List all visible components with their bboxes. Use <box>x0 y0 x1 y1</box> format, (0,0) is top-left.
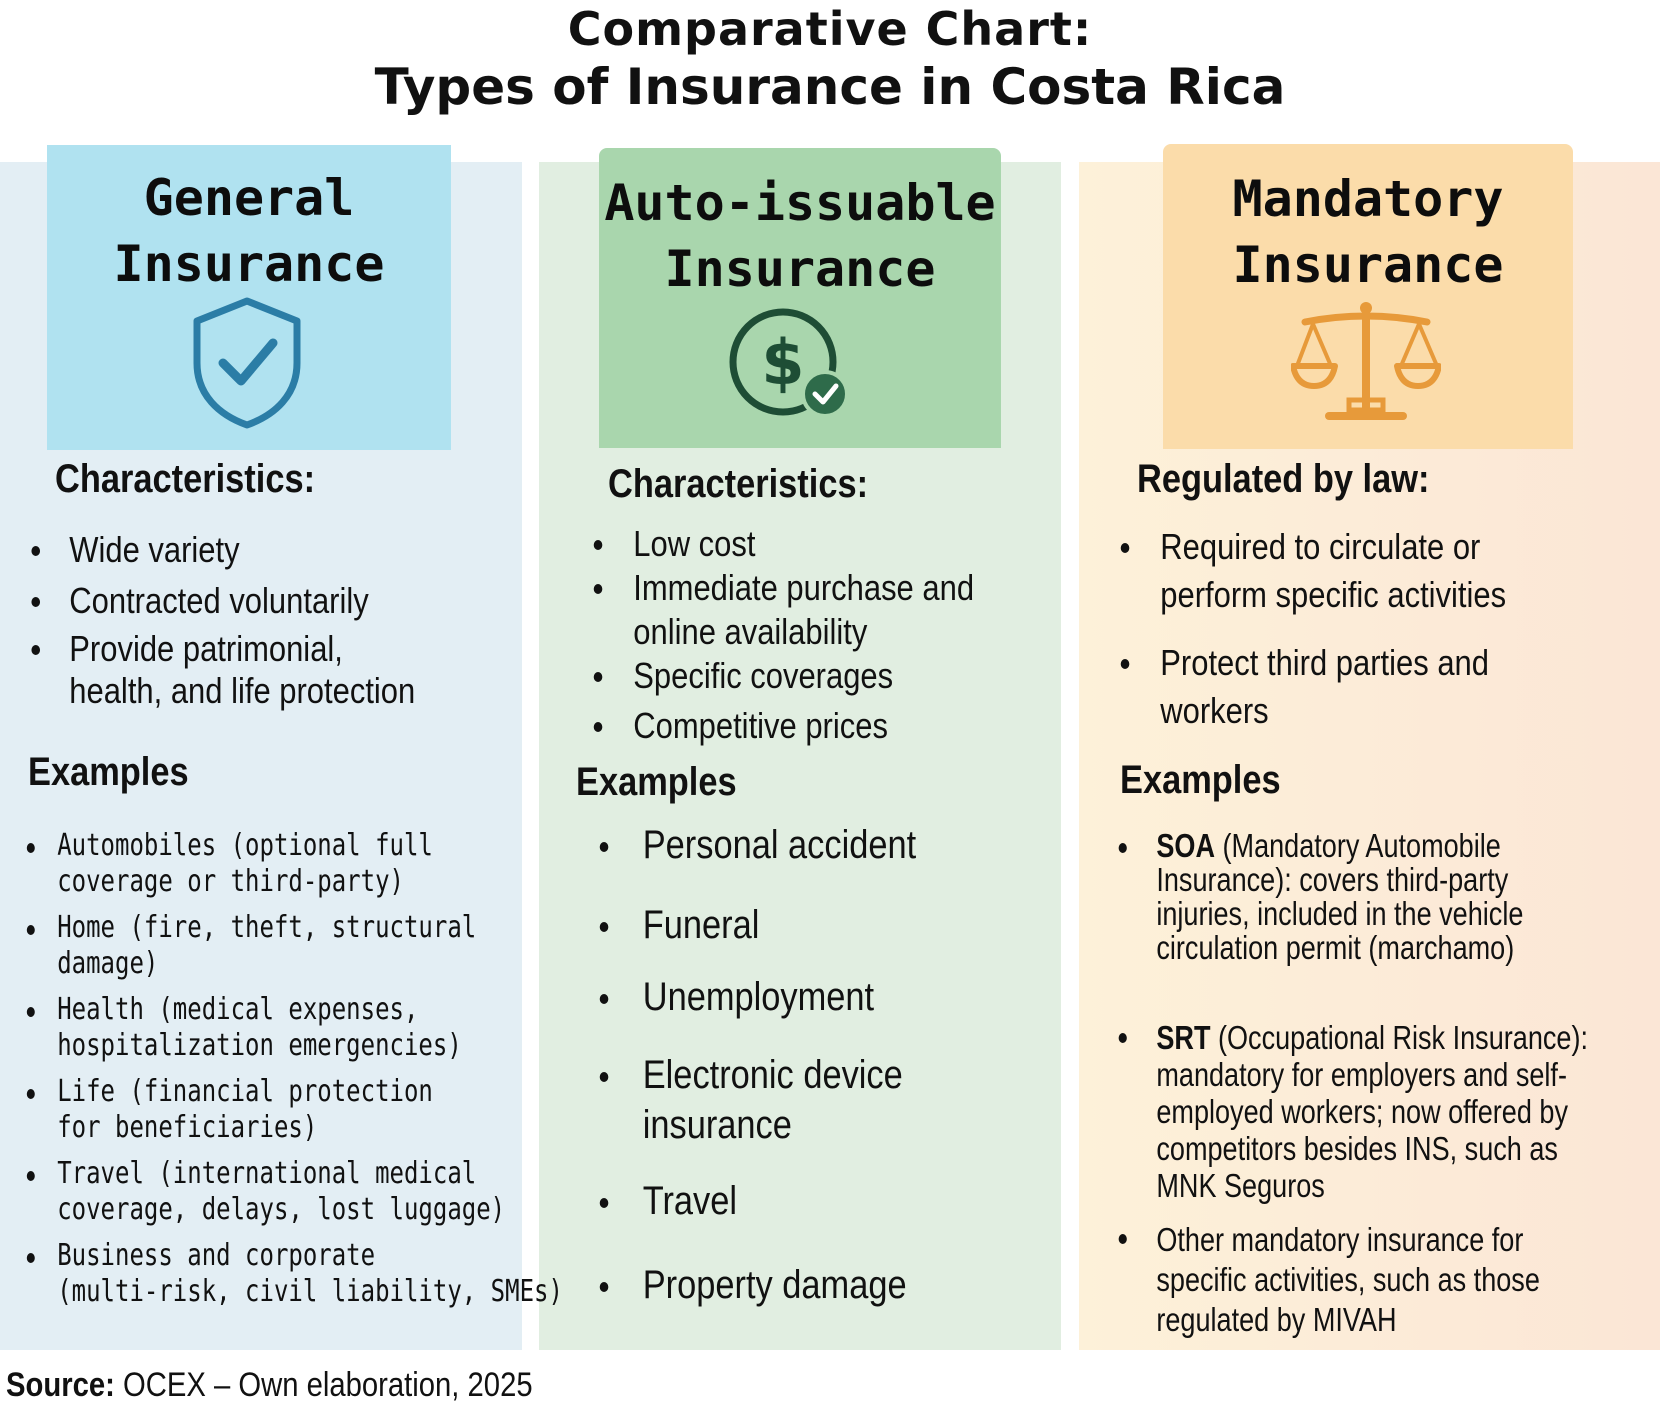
example-line: (Occupational Risk Insurance): <box>1210 1019 1588 1056</box>
list-item: Property damage <box>598 1260 994 1310</box>
example-line: coverage or third-party) <box>57 864 404 899</box>
example-line: injuries, included in the vehicle <box>1156 895 1524 932</box>
shield-check-icon <box>193 297 301 429</box>
mandatory-regulated-list: Required to circulate or perform specific… <box>1119 523 1639 735</box>
example-line: competitors besides INS, such as <box>1156 1130 1558 1167</box>
auto-issuable-insurance-title: Auto-issuable Insurance <box>599 170 1001 302</box>
source-text: OCEX – Own elaboration, 2025 <box>114 1366 533 1404</box>
scales-icon <box>1291 302 1441 420</box>
mandatory-insurance-header: Mandatory Insurance <box>1163 144 1573 449</box>
list-item: Other mandatory insurance for specific a… <box>1117 1220 1560 1340</box>
list-item: Health (medical expenses, hospitalization… <box>22 992 462 1064</box>
example-line: Travel (international medical <box>57 1156 477 1191</box>
auto-title-line1: Auto-issuable <box>604 174 996 232</box>
example-line: Insurance): covers third-party <box>1156 861 1509 898</box>
srt-label: SRT <box>1156 1019 1211 1056</box>
general-characteristics-heading: Characteristics: <box>55 457 316 501</box>
example-line: regulated by MIVAH <box>1156 1301 1397 1338</box>
example-line: mandatory for employers and self- <box>1156 1056 1567 1093</box>
list-item: Travel (international medical coverage, d… <box>22 1156 505 1228</box>
list-item: Immediate purchase and online availabilit… <box>592 566 988 654</box>
list-item: Travel <box>598 1176 994 1226</box>
mandatory-title-line2: Insurance <box>1232 236 1504 294</box>
characteristic-line: online availability <box>633 611 868 652</box>
general-characteristics-list: Wide variety Contracted voluntarily Prov… <box>28 526 508 715</box>
example-line: Other mandatory insurance for <box>1156 1221 1524 1258</box>
list-item-continuation: health, and life protection <box>69 670 416 711</box>
auto-characteristics-list: Low cost Immediate purchase and online av… <box>592 522 1052 748</box>
example-line: Health (medical expenses, <box>57 992 419 1027</box>
general-title-line1: General <box>143 169 355 227</box>
list-item: Competitive prices <box>592 704 988 748</box>
example-line: insurance <box>642 1103 792 1147</box>
list-item: Protect third parties and workers <box>1119 639 1566 735</box>
auto-examples-list: Personal accident Funeral Unemployment E… <box>598 820 1058 1310</box>
mandatory-regulated-heading: Regulated by law: <box>1137 457 1430 501</box>
example-line: Automobiles (optional full <box>57 828 433 863</box>
soa-label: SOA <box>1156 827 1216 864</box>
list-item: Home (fire, theft, structural damage) <box>22 910 476 982</box>
dollar-check-icon: $ <box>729 308 849 418</box>
list-item: Low cost <box>592 522 988 566</box>
regulation-line: perform specific activities <box>1160 574 1507 615</box>
list-item: Required to circulate or perform specific… <box>1119 523 1566 619</box>
auto-title-line2: Insurance <box>664 240 936 298</box>
list-item: Personal accident <box>598 820 994 870</box>
list-item: Contracted voluntarily <box>28 577 441 625</box>
example-line: specific activities, such as those <box>1156 1261 1540 1298</box>
example-line: Business and corporate <box>57 1238 376 1273</box>
general-insurance-header: General Insurance <box>47 145 451 450</box>
list-item: Wide variety <box>28 526 441 574</box>
general-insurance-title: General Insurance <box>47 165 451 297</box>
example-line: (Mandatory Automobile <box>1215 827 1501 864</box>
list-item: Funeral <box>598 900 994 950</box>
auto-examples-heading: Examples <box>576 760 737 804</box>
example-line: coverage, delays, lost luggage) <box>57 1192 506 1227</box>
example-line: (multi-risk, civil liability, SMEs) <box>57 1274 563 1309</box>
characteristic-line: Immediate purchase and <box>633 567 975 608</box>
example-line: Home (fire, theft, structural <box>57 910 477 945</box>
general-examples-list: Automobiles (optional full coverage or th… <box>22 828 563 1320</box>
list-item: SRT (Occupational Risk Insurance): manda… <box>1117 1019 1588 1204</box>
general-title-line2: Insurance <box>113 235 385 293</box>
list-item: SOA (Mandatory Automobile Insurance): co… <box>1117 829 1560 965</box>
example-line: hospitalization emergencies) <box>57 1028 462 1063</box>
chart-title-line1: Comparative Chart: <box>567 2 1093 56</box>
mandatory-examples-heading: Examples <box>1120 758 1281 802</box>
example-line: MNK Seguros <box>1156 1167 1325 1204</box>
list-item: Provide patrimonial, <box>28 625 441 673</box>
example-line: damage) <box>57 946 159 981</box>
svg-text:$: $ <box>761 326 804 399</box>
chart-title-line2: Types of Insurance in Costa Rica <box>374 58 1286 116</box>
general-examples-heading: Examples <box>28 750 189 794</box>
regulation-line: Required to circulate or <box>1160 526 1481 567</box>
mandatory-insurance-title: Mandatory Insurance <box>1163 166 1573 298</box>
example-line: employed workers; now offered by <box>1156 1093 1568 1130</box>
auto-issuable-insurance-header: Auto-issuable Insurance $ <box>599 148 1001 448</box>
list-item: Electronic device insurance <box>598 1050 994 1150</box>
mandatory-examples-list: SOA (Mandatory Automobile Insurance): co… <box>1117 829 1657 1340</box>
example-line: circulation permit (marchamo) <box>1156 929 1515 966</box>
list-item: Specific coverages <box>592 654 988 698</box>
source-note: Source: OCEX – Own elaboration, 2025 <box>6 1366 533 1405</box>
list-item: Automobiles (optional full coverage or th… <box>22 828 433 900</box>
list-item: Unemployment <box>598 972 994 1022</box>
auto-characteristics-heading: Characteristics: <box>608 462 869 506</box>
example-line: Life (financial protection <box>57 1074 433 1109</box>
source-label: Source: <box>6 1366 115 1404</box>
example-line: for beneficiaries) <box>57 1110 318 1145</box>
mandatory-title-line1: Mandatory <box>1232 170 1504 228</box>
example-line: Electronic device <box>642 1053 903 1097</box>
regulation-line: Protect third parties and <box>1160 642 1489 683</box>
regulation-line: workers <box>1160 690 1269 731</box>
list-item: Life (financial protection for beneficiar… <box>22 1074 433 1146</box>
list-item: Business and corporate (multi-risk, civil… <box>22 1238 563 1310</box>
